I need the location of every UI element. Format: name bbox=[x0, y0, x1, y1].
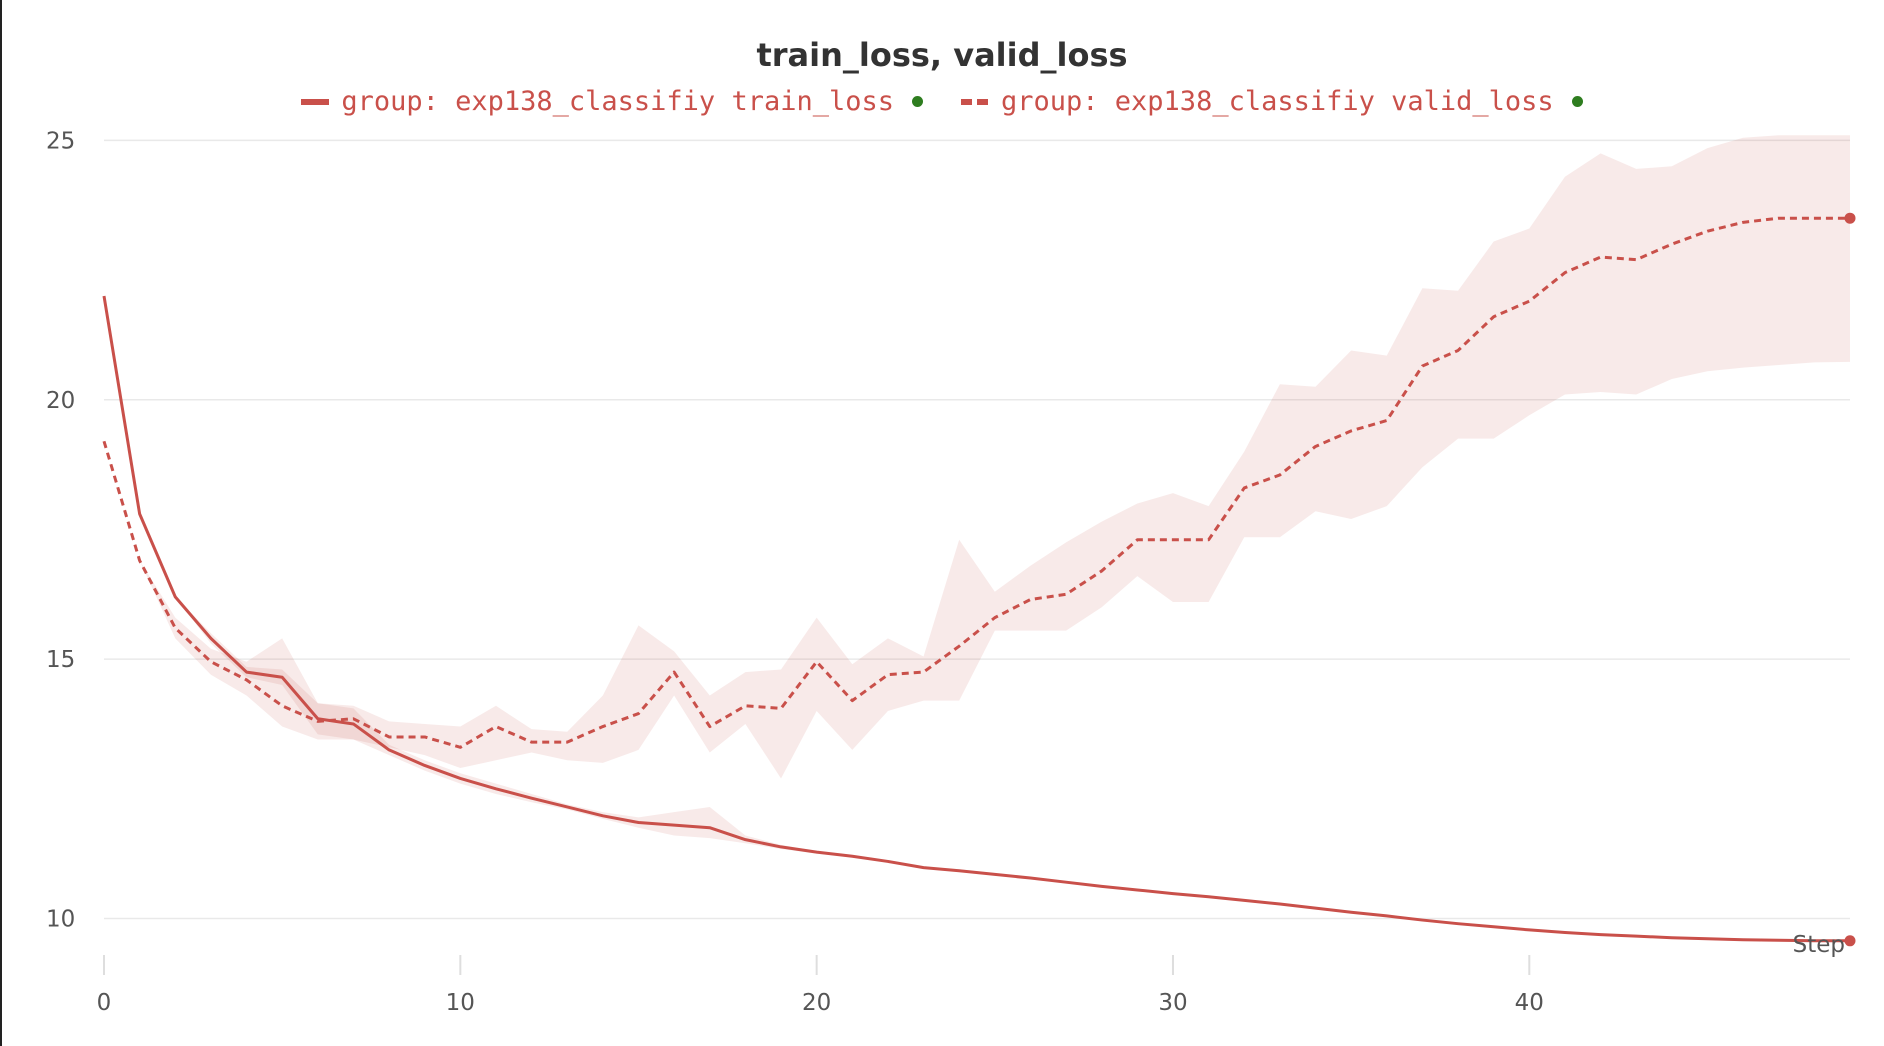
series-endpoint-1[interactable] bbox=[1844, 212, 1856, 224]
y-tick-label: 10 bbox=[46, 907, 75, 933]
series-line-1[interactable] bbox=[102, 216, 1850, 749]
panel-left-border bbox=[0, 0, 2, 1046]
x-tick-label: 40 bbox=[1515, 990, 1544, 1016]
legend-item-valid-loss[interactable]: group: exp138_classifiy valid_loss bbox=[961, 86, 1583, 117]
y-tick-label: 20 bbox=[46, 388, 75, 414]
chart-title: train_loss, valid_loss bbox=[756, 36, 1128, 74]
live-status-dot bbox=[1571, 96, 1583, 107]
live-status-dot bbox=[912, 96, 923, 107]
series-band-1 bbox=[104, 135, 1850, 779]
legend-item-train-loss[interactable]: group: exp138_classifiy train_loss bbox=[301, 86, 923, 117]
axis-layer: 10 15 20 25 0 10 20 30 40 Step bbox=[46, 128, 1845, 1016]
x-tick-label: 10 bbox=[446, 990, 475, 1016]
x-tick-label: 30 bbox=[1158, 990, 1187, 1016]
grid-layer bbox=[104, 139, 1850, 920]
legend-swatch-solid bbox=[301, 98, 330, 105]
band-layer bbox=[104, 135, 1850, 942]
line-layer bbox=[102, 212, 1856, 947]
chart-legend: group: exp138_classifiy train_loss group… bbox=[0, 86, 1884, 117]
x-tick-label: 20 bbox=[802, 990, 831, 1016]
legend-label-train-loss: group: exp138_classifiy train_loss bbox=[341, 86, 894, 117]
x-tick-label: 0 bbox=[97, 990, 112, 1016]
series-endpoint-0[interactable] bbox=[1844, 935, 1856, 947]
legend-swatch-dashed bbox=[961, 98, 989, 105]
y-tick-label: 15 bbox=[46, 647, 75, 673]
y-tick-label: 25 bbox=[46, 128, 75, 154]
legend-label-valid-loss: group: exp138_classifiy valid_loss bbox=[1001, 86, 1554, 117]
x-axis-label: Step bbox=[1793, 932, 1845, 958]
series-line-0[interactable] bbox=[102, 295, 1850, 943]
